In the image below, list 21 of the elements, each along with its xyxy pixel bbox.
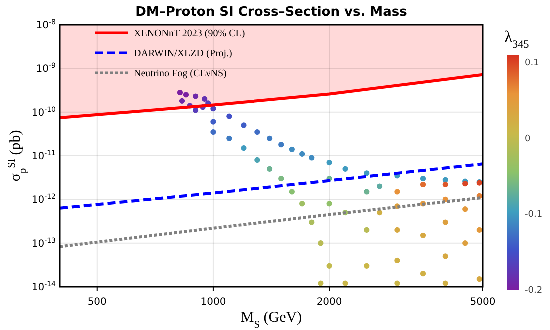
color-bar-title: λ$_{345}$	[504, 29, 530, 51]
legend-label: Neutrino Fog (CEνNS)	[134, 68, 227, 80]
color-bar-label: -0.2	[525, 286, 543, 296]
x-axis-title: M$_{S}$ (GeV)	[240, 310, 302, 330]
y-tick-label: 10$^{-8}$	[36, 18, 56, 32]
x-tick-label: 1000	[200, 297, 226, 308]
legend-label: DARWIN/XLZD (Proj.)	[134, 48, 232, 60]
y-tick-label: 10$^{-13}$	[32, 236, 56, 250]
x-tick-label: 5000	[470, 297, 496, 308]
y-tick-label: 10$^{-12}$	[32, 193, 56, 206]
color-bar-label: -0.1	[525, 210, 543, 220]
x-tick-label: 500	[88, 297, 107, 308]
y-tick-label: 10$^{-14}$	[32, 280, 57, 294]
color-bar-label: 0	[525, 134, 531, 144]
color-bar-label: 0.1	[525, 58, 540, 68]
chart-title: DM–Proton SI Cross–Section vs. Mass	[136, 5, 408, 20]
legend-label: XENONnT 2023 (90% CL)	[134, 28, 246, 40]
y-tick-label: 10$^{-9}$	[36, 62, 56, 76]
y-tick-label: 10$^{-11}$	[32, 150, 56, 162]
y-tick-label: 10$^{-10}$	[32, 106, 56, 119]
x-tick-label: 2000	[316, 297, 342, 308]
